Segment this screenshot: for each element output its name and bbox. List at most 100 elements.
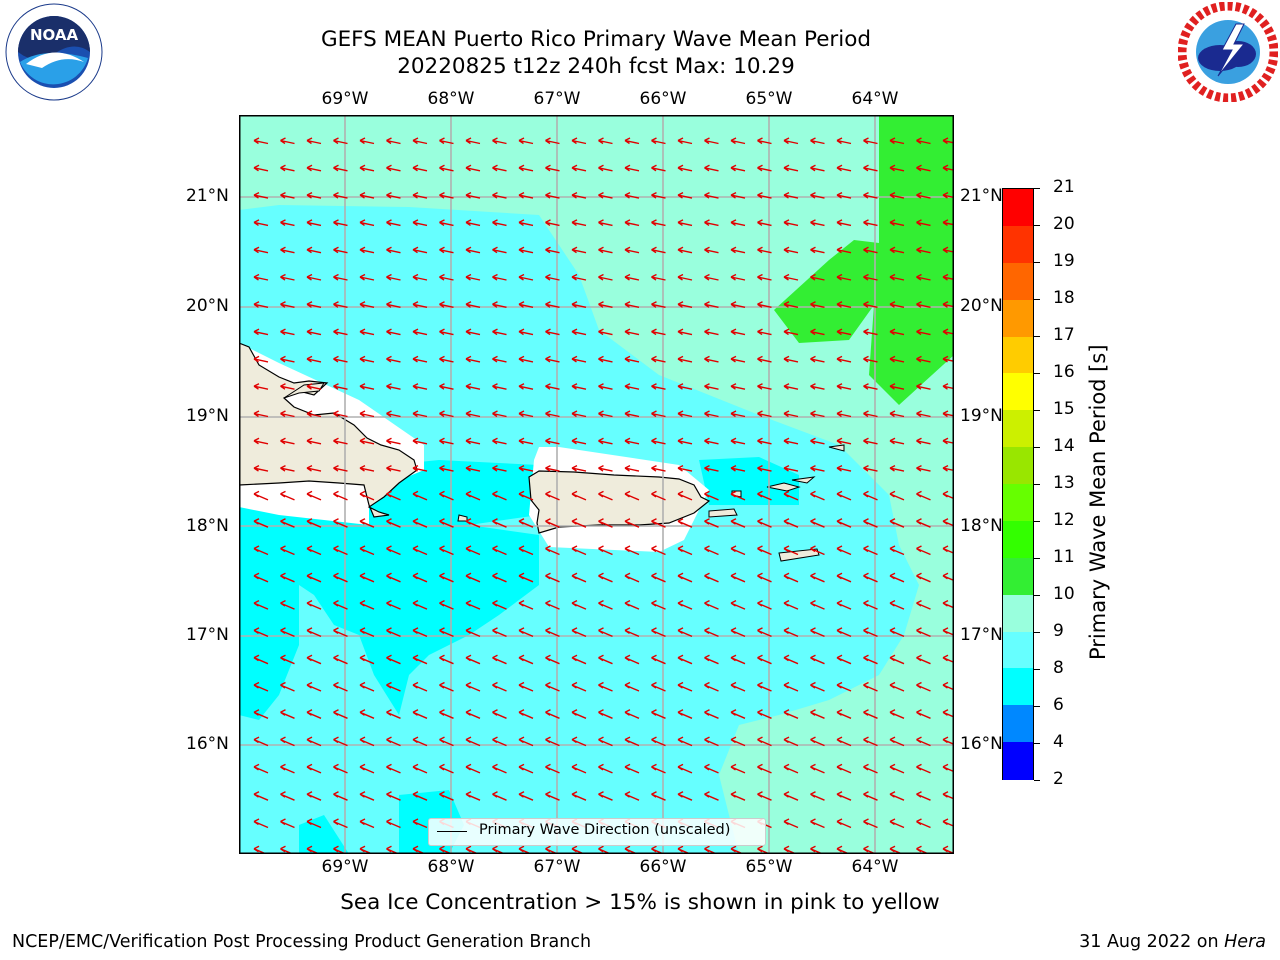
wave-arrow <box>518 709 534 719</box>
wave-arrow <box>757 383 772 390</box>
wave-arrow <box>359 709 375 719</box>
wave-arrow <box>810 763 825 774</box>
wave-arrow <box>280 545 295 556</box>
wave-arrow <box>863 791 878 801</box>
chart-title: GEFS MEAN Puerto Rico Primary Wave Mean … <box>320 27 872 52</box>
wave-arrow <box>624 518 640 528</box>
wave-arrow <box>598 464 613 472</box>
wave-arrow <box>783 818 799 829</box>
wave-arrow <box>783 518 799 528</box>
wave-arrow <box>465 681 481 692</box>
wave-arrow <box>545 191 560 199</box>
wave-arrow <box>836 545 852 556</box>
wave-arrow <box>624 545 640 556</box>
wave-arrow <box>624 654 640 665</box>
wave-arrow <box>571 437 587 445</box>
wave-arrow <box>412 410 428 418</box>
wave-arrow <box>571 709 587 719</box>
wave-arrow <box>942 437 954 445</box>
wave-arrow <box>253 627 269 638</box>
wave-arrow <box>863 518 878 528</box>
wave-arrow <box>863 654 878 665</box>
wave-arrow <box>730 791 746 801</box>
wave-arrow <box>412 246 428 254</box>
wave-arrow <box>518 545 534 556</box>
wave-arrow <box>518 246 534 254</box>
wave-arrow <box>783 273 799 281</box>
wave-arrow <box>889 627 905 638</box>
wave-arrow <box>836 464 852 472</box>
wave-arrow <box>704 246 719 254</box>
wave-arrow <box>757 736 772 747</box>
wave-arrow <box>439 383 454 390</box>
wave-arrow <box>359 572 375 583</box>
wave-arrow <box>916 654 931 665</box>
wave-arrow <box>916 572 931 583</box>
wave-arrow <box>783 383 799 390</box>
lat-label-right-21n: 21°N <box>960 186 1003 206</box>
wave-arrow <box>253 681 269 692</box>
wave-arrow <box>359 490 375 501</box>
map-frame <box>239 115 954 854</box>
lat-label-left-17n: 17°N <box>186 625 229 645</box>
wave-arrow <box>359 437 375 445</box>
wave-arrow <box>333 437 348 445</box>
wave-arrow <box>810 545 825 556</box>
wave-arrow <box>916 383 931 390</box>
wave-arrow <box>889 681 905 692</box>
wave-arrow <box>253 599 269 610</box>
wave-arrow <box>863 164 878 172</box>
wave-arrow <box>253 355 269 363</box>
wave-arrow <box>704 627 719 638</box>
wave-arrow <box>412 736 428 747</box>
wave-arrow <box>598 545 613 556</box>
wave-arrow <box>624 599 640 610</box>
wave-arrow <box>916 818 931 829</box>
wave-arrow <box>571 599 587 610</box>
wave-arrow <box>757 654 772 665</box>
wave-arrow <box>412 709 428 719</box>
wave-arrow <box>836 410 852 418</box>
wave-arrow <box>863 410 878 418</box>
wave-arrow <box>916 410 931 418</box>
wave-arrow <box>863 818 878 829</box>
wave-arrow <box>836 681 852 692</box>
wave-arrow <box>836 164 852 172</box>
wave-arrow <box>545 763 560 774</box>
nws-logo <box>1177 1 1279 103</box>
wave-arrow <box>465 164 481 172</box>
wave-arrow <box>810 164 825 172</box>
wave-arrow <box>863 437 878 445</box>
lon-label-top-67w: 67°W <box>533 89 581 109</box>
wave-arrow <box>624 681 640 692</box>
wave-arrow <box>465 219 481 227</box>
wave-arrow <box>492 490 507 501</box>
wave-arrow <box>863 219 878 227</box>
wave-arrow <box>916 736 931 747</box>
wave-arrow <box>492 736 507 747</box>
wave-arrow <box>757 273 772 281</box>
wave-arrow <box>704 383 719 390</box>
wave-arrow <box>439 572 454 583</box>
wave-arrow <box>624 191 640 199</box>
wave-arrow <box>280 410 295 418</box>
wave-arrow <box>518 410 534 418</box>
wave-arrow <box>412 273 428 281</box>
wave-arrow <box>783 301 799 308</box>
wave-arrow <box>253 301 269 308</box>
wave-arrow <box>598 246 613 254</box>
wave-arrow <box>730 709 746 719</box>
wave-arrow <box>439 763 454 774</box>
wave-arrow <box>942 709 954 718</box>
wave-arrow <box>386 599 401 610</box>
colorbar-tick-label: 9 <box>1053 621 1064 641</box>
wave-arrow <box>253 191 269 199</box>
wave-arrow <box>571 410 587 418</box>
wave-arrow <box>810 599 825 610</box>
colorbar-cell <box>1003 410 1033 448</box>
wave-arrow <box>545 654 560 665</box>
wave-arrow <box>704 763 719 774</box>
legend-label: Primary Wave Direction (unscaled) <box>479 822 731 838</box>
wave-arrow <box>810 709 825 719</box>
wave-arrow <box>810 681 825 692</box>
